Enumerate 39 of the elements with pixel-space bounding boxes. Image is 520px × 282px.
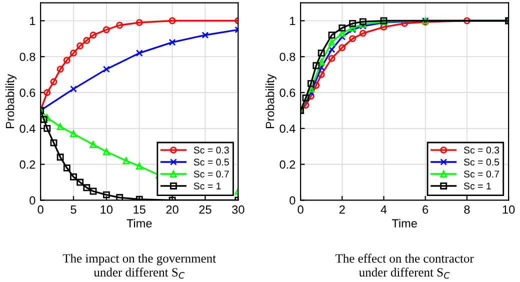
x-tick-label: 0	[38, 205, 44, 214]
x-tick-label: 30	[232, 205, 244, 214]
legend-label: Sc = 0.5	[464, 158, 500, 166]
legend-label: Sc = 0.7	[194, 170, 229, 178]
text: The impact on the government under different S$_{C}$	[62, 254, 216, 279]
legend-label: Sc = 0.3	[464, 146, 500, 154]
y-tick-label: 0.4	[280, 124, 296, 133]
y-tick-label: 0.2	[280, 160, 296, 169]
y-tick-label: 0.8	[280, 52, 296, 62]
x-tick-label: 15	[134, 206, 146, 214]
x-tick-label: 25	[199, 205, 212, 214]
text: The effect on the contractor under different S$_{C}$	[335, 254, 474, 279]
x-tick-label: 6	[422, 205, 428, 214]
x-tick-label: 2	[339, 205, 345, 214]
x-tick-label: 20	[166, 205, 178, 214]
legend-label: Sc = 1	[464, 182, 491, 190]
legend-label: Sc = 0.7	[464, 170, 499, 178]
y-tick-label: 0.6	[280, 88, 296, 97]
legend-label: Sc = 0.3	[194, 146, 229, 154]
x-tick-label: 5	[70, 206, 76, 214]
y-tick-label: 0	[290, 196, 296, 205]
y-tick-label: 0.4	[20, 124, 36, 133]
x-tick-label: 10	[502, 205, 515, 214]
legend-label: Sc = 1	[194, 182, 221, 190]
y-tick-label: 0.6	[20, 88, 36, 97]
legend-label: Sc = 0.5	[194, 158, 229, 166]
y-tick-label: 0	[30, 196, 36, 205]
y-axis-title: Probability	[6, 74, 17, 128]
x-tick-label: 10	[100, 205, 113, 214]
x-axis-title: Time	[392, 218, 417, 228]
y-tick-label: 1	[30, 16, 36, 26]
x-tick-label: 4	[380, 206, 387, 214]
y-tick-label: 0.2	[20, 160, 36, 169]
x-tick-label: 8	[464, 205, 470, 214]
y-tick-label: 1	[290, 16, 296, 26]
x-axis-title: Time	[126, 218, 152, 228]
y-axis-title: Probability	[266, 74, 277, 128]
y-tick-label: 0.8	[20, 52, 36, 62]
x-tick-label: 0	[298, 205, 304, 214]
